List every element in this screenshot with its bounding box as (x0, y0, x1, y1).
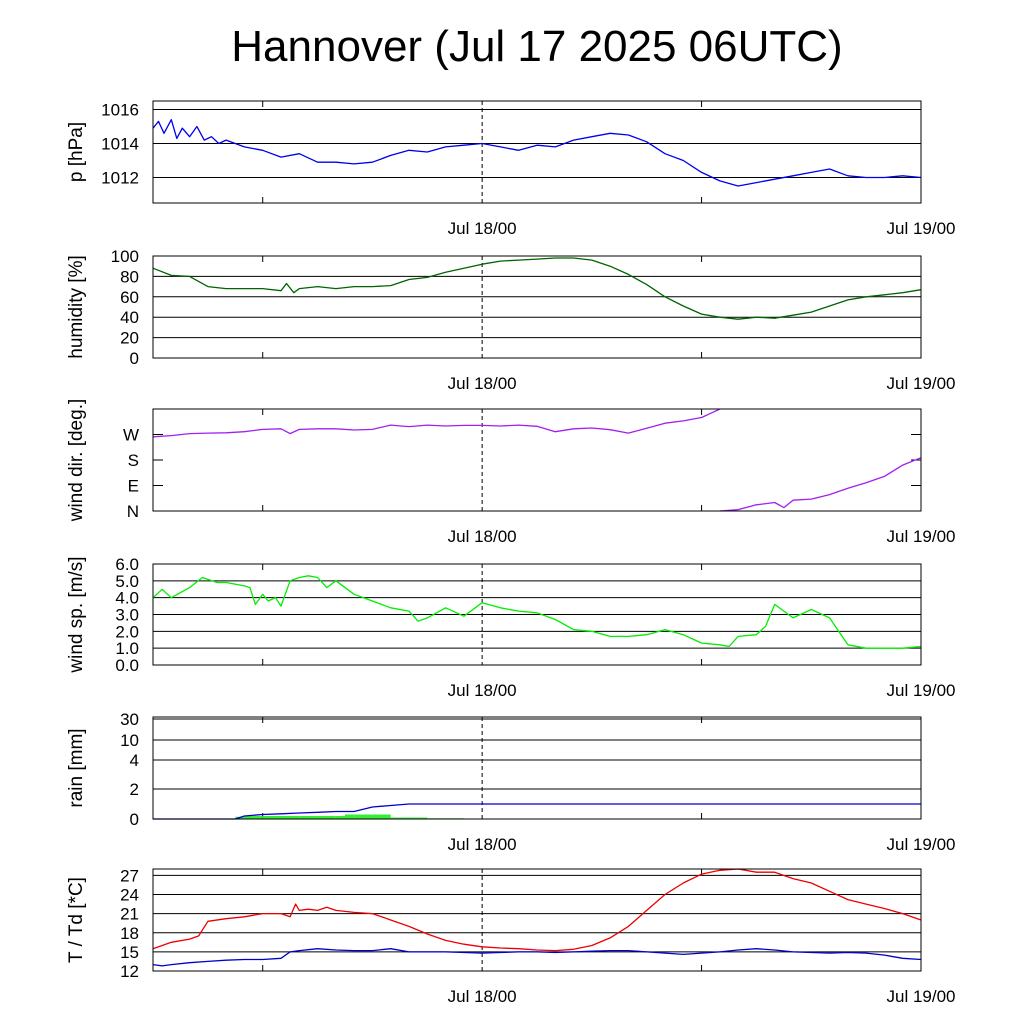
panel-frame (152, 563, 922, 666)
y-tick-label: 1012 (101, 169, 139, 188)
x-tick-label: Jul 19/00 (887, 219, 956, 238)
x-tick-label: Jul 18/00 (448, 987, 517, 1006)
x-tick-label: Jul 19/00 (887, 374, 956, 393)
x-tick-label: Jul 19/00 (887, 681, 956, 700)
y-tick-label: 6.0 (115, 555, 139, 574)
y-tick-label: 3.0 (115, 606, 139, 625)
y-tick-label: 0.0 (115, 656, 139, 675)
y-tick-label: S (128, 451, 139, 470)
x-tick-label: Jul 18/00 (448, 835, 517, 854)
y-tick-label: 0 (130, 810, 139, 829)
y-axis-label: p [hPa] (66, 122, 87, 182)
y-tick-label: 4 (130, 751, 139, 770)
wind_dir-line (719, 457, 922, 512)
wind_speed-line (152, 575, 922, 649)
x-tick-label: Jul 19/00 (887, 527, 956, 546)
y-tick-label: 21 (120, 905, 139, 924)
x-tick-label: Jul 18/00 (448, 219, 517, 238)
y-tick-label: 0 (130, 349, 139, 368)
x-tick-label: Jul 19/00 (887, 835, 956, 854)
y-tick-label: 1.0 (115, 639, 139, 658)
y-tick-label: 1016 (101, 101, 139, 120)
y-tick-label: 15 (120, 943, 139, 962)
y-tick-label: N (127, 502, 139, 521)
rain-bar (317, 816, 336, 819)
y-tick-label: 20 (120, 329, 139, 348)
y-tick-label: 4.0 (115, 589, 139, 608)
panel-frame (152, 100, 922, 204)
y-tick-label: W (123, 426, 139, 445)
y-tick-label: 30 (120, 710, 139, 729)
y-tick-label: 2.0 (115, 622, 139, 641)
y-tick-label: 18 (120, 924, 139, 943)
y-tick-label: 2 (130, 780, 139, 799)
x-tick-label: Jul 18/00 (448, 374, 517, 393)
y-tick-label: 40 (120, 308, 139, 327)
y-tick-label: 100 (111, 247, 139, 266)
y-axis-label: humidity [%] (66, 255, 87, 358)
rain-bar (345, 814, 355, 819)
rain-bar (262, 816, 281, 819)
y-axis-label: wind dir. [deg.] (66, 399, 87, 523)
temperature-line (152, 868, 922, 952)
panel-frame (152, 255, 922, 359)
rain_line-line (153, 803, 921, 820)
rain-bar (354, 814, 373, 819)
rain-bar (244, 816, 263, 819)
y-tick-label: 80 (120, 267, 139, 286)
humidity-line (152, 257, 922, 320)
rain-bar (335, 816, 345, 819)
y-axis-label: rain [mm] (66, 728, 87, 807)
panel-frame (152, 868, 922, 972)
y-axis-label: wind sp. [m/s] (66, 556, 87, 673)
y-tick-label: 27 (120, 866, 139, 885)
y-axis-label: T / Td [*C] (66, 877, 87, 963)
panel-frame (152, 716, 922, 820)
rain-bar (372, 814, 391, 819)
y-tick-label: 10 (120, 731, 139, 750)
y-tick-label: 60 (120, 288, 139, 307)
y-tick-label: E (128, 477, 139, 496)
wind_dir-line (152, 408, 721, 438)
x-tick-label: Jul 18/00 (448, 681, 517, 700)
y-tick-label: 12 (120, 962, 139, 981)
rain-bar (299, 816, 318, 819)
rain-bar (390, 817, 409, 819)
chart-title: Hannover (Jul 17 2025 06UTC) (231, 22, 843, 71)
y-tick-label: 5.0 (115, 572, 139, 591)
rain-bar (281, 816, 300, 819)
pressure-line (152, 119, 922, 187)
y-tick-label: 1014 (101, 135, 139, 154)
x-tick-label: Jul 18/00 (448, 527, 517, 546)
x-tick-label: Jul 19/00 (887, 987, 956, 1006)
dewpoint-line (152, 948, 922, 967)
rain-bar (409, 817, 428, 819)
panel-frame (152, 408, 922, 512)
y-tick-label: 24 (120, 886, 139, 905)
